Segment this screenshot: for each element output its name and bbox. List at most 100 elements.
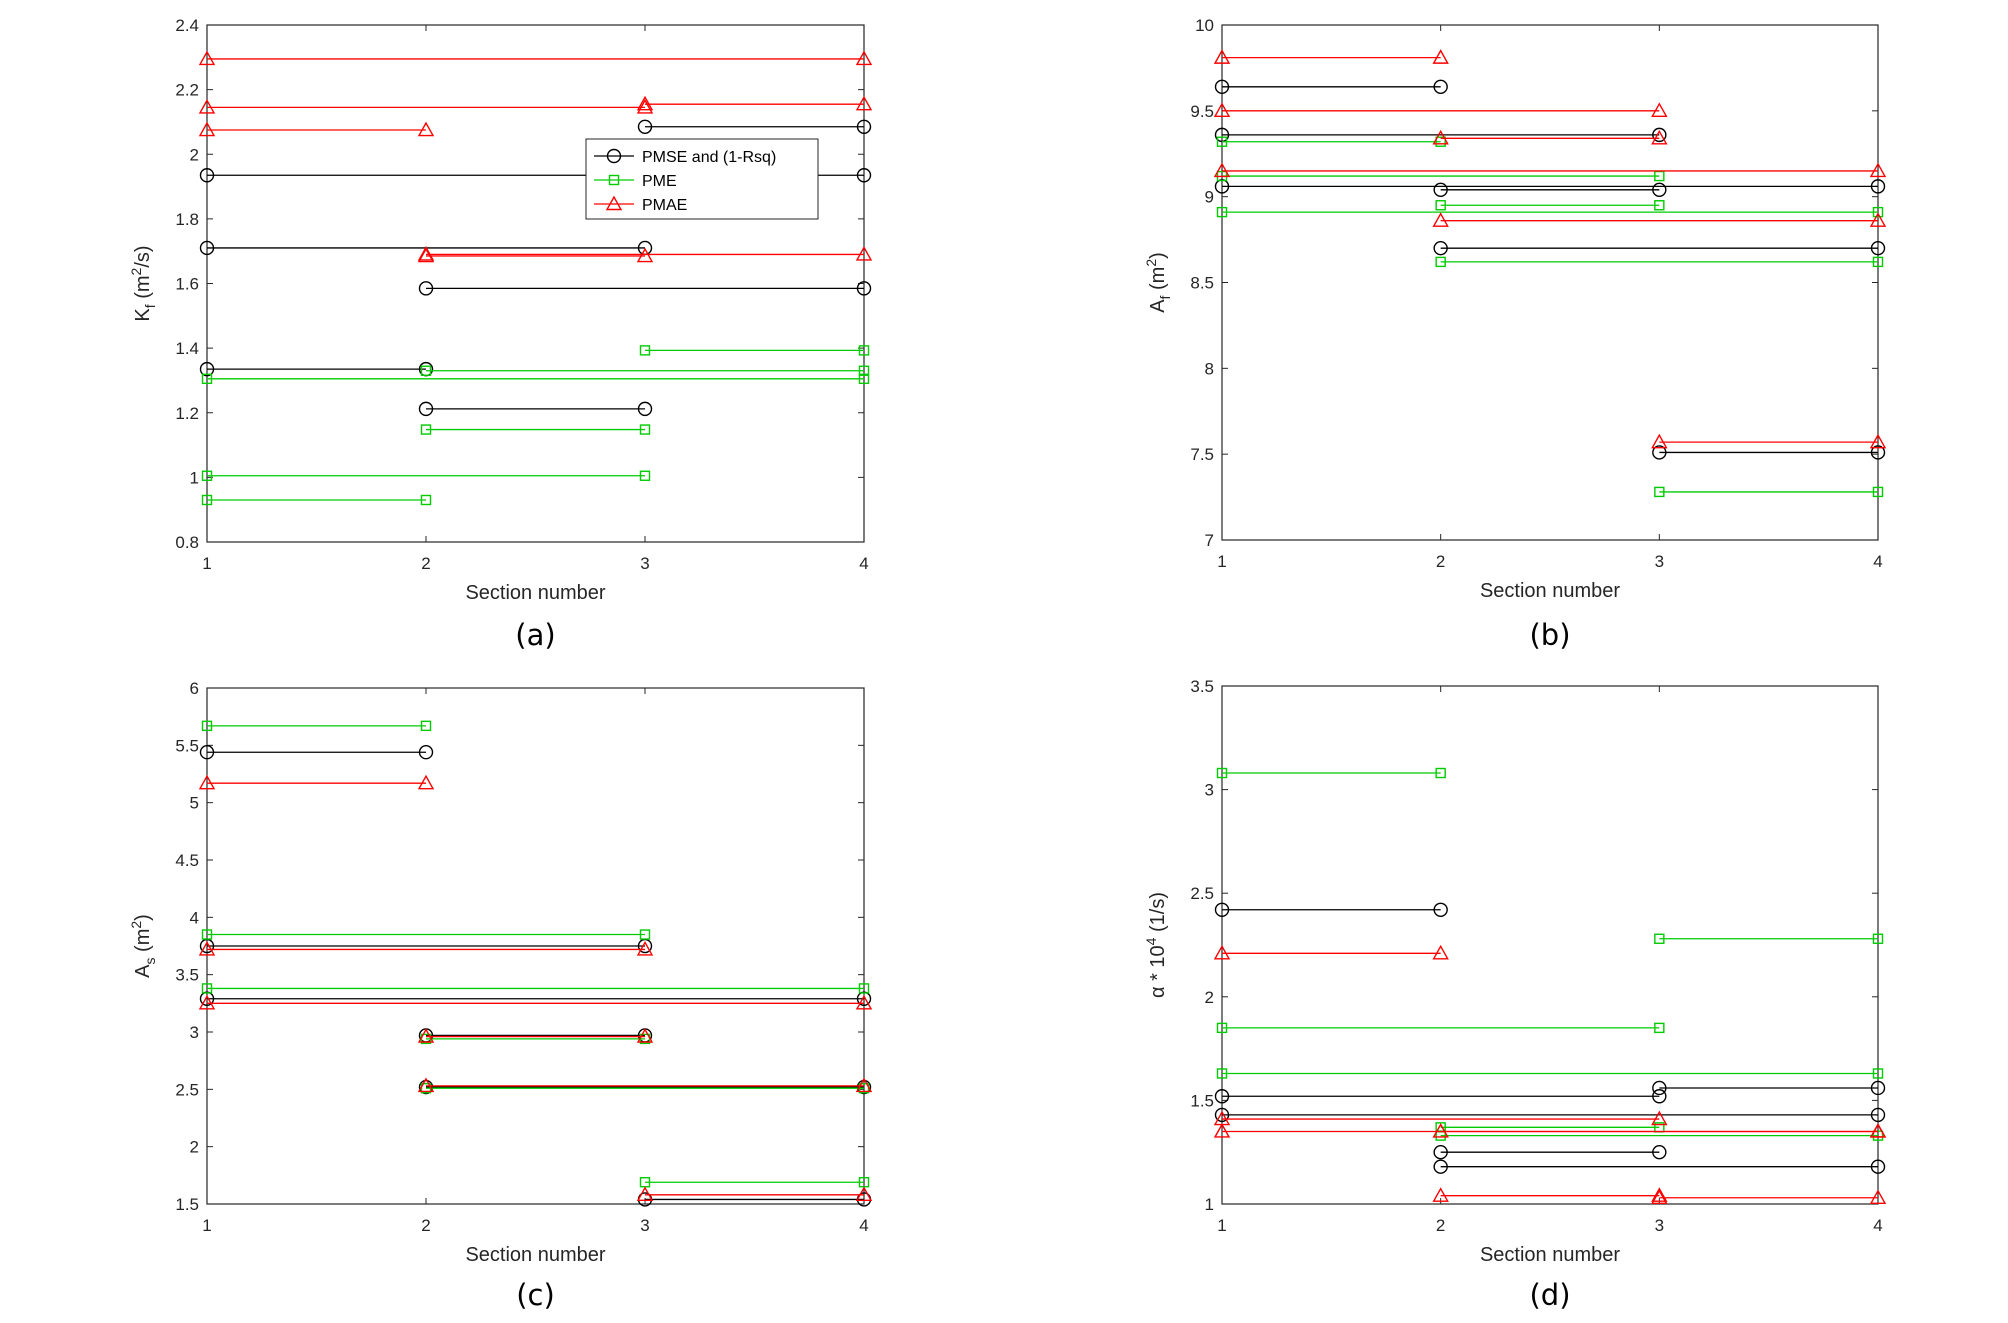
data-point-marker <box>1869 1123 1887 1138</box>
data-point-marker <box>1652 1144 1667 1160</box>
data-point-marker <box>856 168 872 183</box>
data-point-marker <box>1432 49 1449 64</box>
panel-caption: (c) <box>516 1278 555 1312</box>
y-tick-label: 3.5 <box>1190 677 1214 696</box>
data-point-marker <box>198 994 216 1010</box>
data-point-marker <box>1651 1110 1668 1126</box>
x-axis-label: Section number <box>1480 580 1620 602</box>
data-point-marker <box>855 245 873 261</box>
x-tick-label: 1 <box>1217 1216 1226 1235</box>
data-point-marker <box>418 745 434 760</box>
series-pme <box>201 345 870 506</box>
data-point-marker <box>1216 136 1228 147</box>
data-point-marker <box>1216 1068 1228 1079</box>
data-point-marker <box>1651 129 1668 145</box>
series-pme <box>1216 767 1884 1141</box>
panel-caption: (d) <box>1529 1278 1570 1312</box>
data-point-marker <box>1651 102 1668 118</box>
x-tick-label: 3 <box>640 1216 649 1235</box>
data-point-marker <box>420 424 432 435</box>
y-tick-label: 3 <box>190 1023 199 1042</box>
data-point-marker <box>201 929 213 940</box>
y-tick-label: 2 <box>190 1138 199 1157</box>
data-point-marker <box>420 720 432 732</box>
data-point-marker <box>417 247 435 263</box>
data-point-marker <box>1433 1159 1448 1174</box>
data-point-marker <box>1652 127 1667 143</box>
y-tick-label: 1.5 <box>175 1195 199 1214</box>
data-point-marker <box>1432 1123 1449 1138</box>
data-point-marker <box>858 983 870 994</box>
data-point-marker <box>1872 256 1884 268</box>
data-point-marker <box>1433 902 1448 917</box>
x-tick-label: 1 <box>202 554 211 573</box>
data-point-marker <box>1652 182 1667 198</box>
data-point-marker <box>1872 933 1884 944</box>
y-tick-label: 7.5 <box>1190 445 1214 464</box>
data-point-marker <box>855 994 873 1010</box>
data-point-marker <box>1651 433 1668 449</box>
data-point-marker <box>858 345 870 356</box>
x-tick-label: 3 <box>1655 552 1664 571</box>
y-label-part: 4 <box>1143 937 1159 945</box>
x-axis-label: Section number <box>465 1244 605 1266</box>
x-tick-label: 4 <box>1873 552 1882 571</box>
data-point-marker <box>420 494 432 506</box>
data-point-marker <box>1870 1080 1886 1096</box>
data-point-marker <box>639 470 651 481</box>
y-label-part: 2 <box>128 921 144 929</box>
data-point-marker <box>417 245 435 261</box>
data-point-marker <box>1654 1022 1665 1034</box>
y-tick-label: 7 <box>1205 531 1214 550</box>
series-pmse-and-1-rsq- <box>1214 79 1886 460</box>
y-label-part: /s) <box>132 245 154 267</box>
data-point-marker <box>201 470 213 481</box>
data-point-marker <box>1213 49 1231 64</box>
y-label-part: (1/s) <box>1147 892 1169 938</box>
y-tick-label: 3.5 <box>175 966 199 985</box>
legend-marker <box>608 174 620 186</box>
series-pmae <box>198 50 873 263</box>
y-tick-label: 2.5 <box>175 1080 199 1099</box>
x-tick-label: 4 <box>859 1216 868 1235</box>
y-tick-label: 1 <box>1205 1195 1214 1214</box>
data-point-marker <box>1213 1123 1231 1138</box>
y-axis-label: Af (m2) <box>1143 252 1173 313</box>
y-label-part: ) <box>132 914 154 921</box>
plot-area <box>206 24 865 543</box>
data-point-marker <box>1432 212 1449 227</box>
y-tick-label: 2 <box>1205 988 1214 1007</box>
data-point-marker <box>637 401 653 417</box>
y-label-part: 2 <box>128 267 144 275</box>
series-pmae <box>1213 49 1887 449</box>
y-tick-label: 1 <box>190 468 199 487</box>
y-tick-label: 4 <box>190 908 199 927</box>
data-point-marker <box>1216 206 1228 218</box>
data-point-marker <box>1870 1107 1886 1123</box>
data-point-marker <box>1432 944 1449 960</box>
y-tick-label: 1.2 <box>175 404 199 423</box>
y-axis-label: α * 104 (1/s) <box>1143 892 1169 998</box>
y-label-part: A <box>132 964 154 978</box>
data-point-marker <box>1652 1089 1667 1104</box>
series-pmae <box>198 774 873 1202</box>
data-point-marker <box>1651 1187 1668 1202</box>
data-point-marker <box>637 119 653 134</box>
data-point-marker <box>856 281 872 296</box>
data-point-marker <box>1432 1187 1449 1202</box>
data-point-marker <box>1214 1107 1230 1123</box>
y-label-part: 2 <box>1143 259 1159 267</box>
y-tick-label: 2.4 <box>175 16 199 35</box>
data-point-marker <box>201 373 213 385</box>
y-tick-label: 5.5 <box>175 736 199 755</box>
data-point-marker <box>1870 179 1886 194</box>
data-point-marker <box>855 95 873 111</box>
legend-label: PMAE <box>642 197 687 214</box>
data-point-marker <box>1652 1080 1667 1096</box>
data-point-marker <box>198 50 216 66</box>
data-point-marker <box>418 1079 434 1095</box>
data-point-marker <box>1652 445 1667 460</box>
plot-area <box>1221 685 1879 1205</box>
